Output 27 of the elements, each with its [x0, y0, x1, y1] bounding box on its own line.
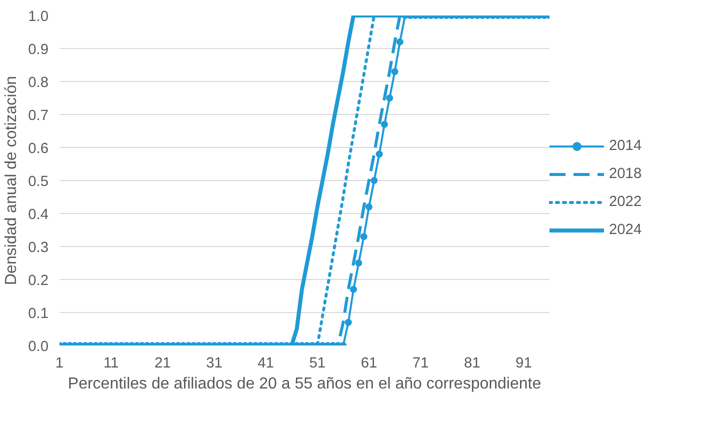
x-tick-label: 1 [55, 356, 64, 372]
y-tick-label: 1.0 [28, 9, 48, 25]
x-tick-label: 51 [309, 356, 326, 372]
x-tick-label: 31 [206, 356, 222, 372]
y-tick-label: 0.0 [28, 339, 48, 355]
y-axis-title: Densidad anual de cotización [3, 76, 20, 286]
y-tick-label: 0.5 [28, 174, 48, 190]
y-tick-label: 0.9 [28, 42, 48, 58]
legend-label: 2014 [609, 138, 642, 154]
y-tick-label: 0.7 [28, 108, 48, 124]
legend-label: 2022 [609, 194, 642, 210]
legend-label: 2018 [609, 166, 642, 182]
x-tick-label: 71 [412, 356, 429, 372]
legend-label: 2024 [609, 222, 642, 238]
y-tick-label: 0.8 [28, 75, 48, 91]
x-tick-label: 41 [258, 356, 274, 372]
x-tick-label: 91 [516, 356, 532, 372]
x-tick-label: 21 [154, 356, 171, 372]
x-axis-title: Percentiles de afiliados de 20 a 55 años en el año correspondiente [68, 376, 542, 392]
y-tick-label: 0.3 [28, 240, 48, 256]
x-tick-label: 61 [360, 356, 378, 372]
x-tick-label: 11 [103, 356, 119, 372]
y-tick-label: 0.4 [28, 207, 48, 223]
y-tick-label: 0.1 [28, 306, 48, 322]
y-tick-label: 0.6 [28, 141, 48, 157]
y-tick-label: 0.2 [28, 273, 48, 289]
x-tick-label: 81 [464, 356, 480, 372]
